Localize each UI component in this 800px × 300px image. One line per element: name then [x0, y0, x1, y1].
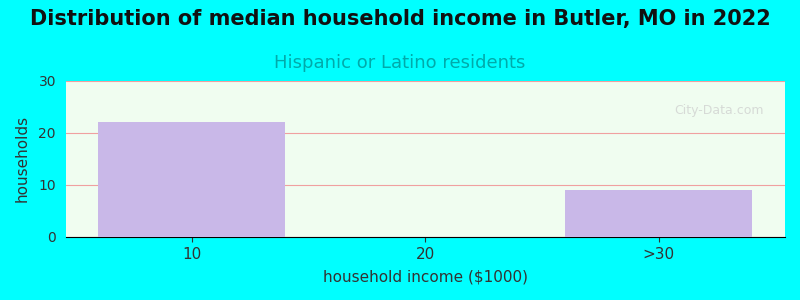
- X-axis label: household income ($1000): household income ($1000): [323, 270, 528, 285]
- Text: Hispanic or Latino residents: Hispanic or Latino residents: [274, 54, 526, 72]
- Y-axis label: households: households: [15, 115, 30, 202]
- Bar: [98, 122, 286, 237]
- Text: City-Data.com: City-Data.com: [674, 104, 763, 117]
- Text: Distribution of median household income in Butler, MO in 2022: Distribution of median household income …: [30, 9, 770, 29]
- Bar: [566, 190, 752, 237]
